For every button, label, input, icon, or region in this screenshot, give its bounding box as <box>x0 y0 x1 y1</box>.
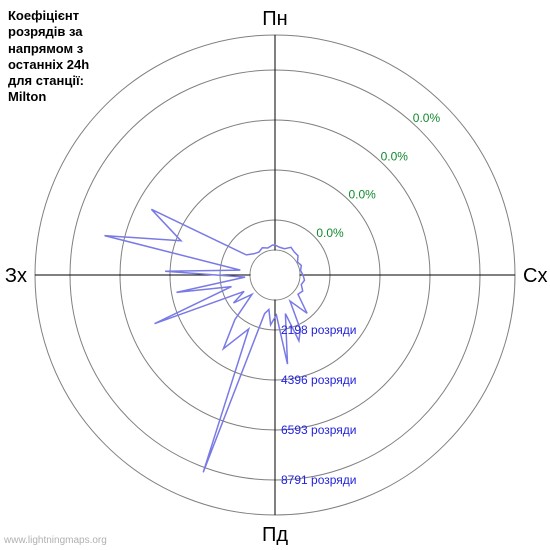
percent-label: 0.0% <box>316 226 344 240</box>
percent-labels: 0.0% 0.0% 0.0% 0.0% <box>316 111 440 240</box>
cardinal-south: Пд <box>262 524 288 546</box>
cardinal-east: Сх <box>523 265 547 287</box>
attribution-text: www.lightningmaps.org <box>4 535 107 546</box>
ring-count-labels: 2198 розряди 4396 розряди 6593 розряди 8791… <box>281 323 357 487</box>
ring-count-label: 2198 розряди <box>281 323 357 337</box>
percent-label: 0.0% <box>381 149 409 163</box>
ring-count-label: 6593 розряди <box>281 423 357 437</box>
chart-title: Коефіцієнт розрядів за напрямом з останн… <box>8 8 89 106</box>
percent-label: 0.0% <box>413 111 441 125</box>
ring-count-label: 4396 розряди <box>281 373 357 387</box>
cardinal-north: Пн <box>262 8 287 30</box>
percent-label: 0.0% <box>348 188 376 202</box>
cardinal-west: Зх <box>5 265 27 287</box>
ring-count-label: 8791 розряди <box>281 473 357 487</box>
polar-chart-container: { "title": "Коефіцієнт\nрозрядів за\nнап… <box>0 0 550 550</box>
